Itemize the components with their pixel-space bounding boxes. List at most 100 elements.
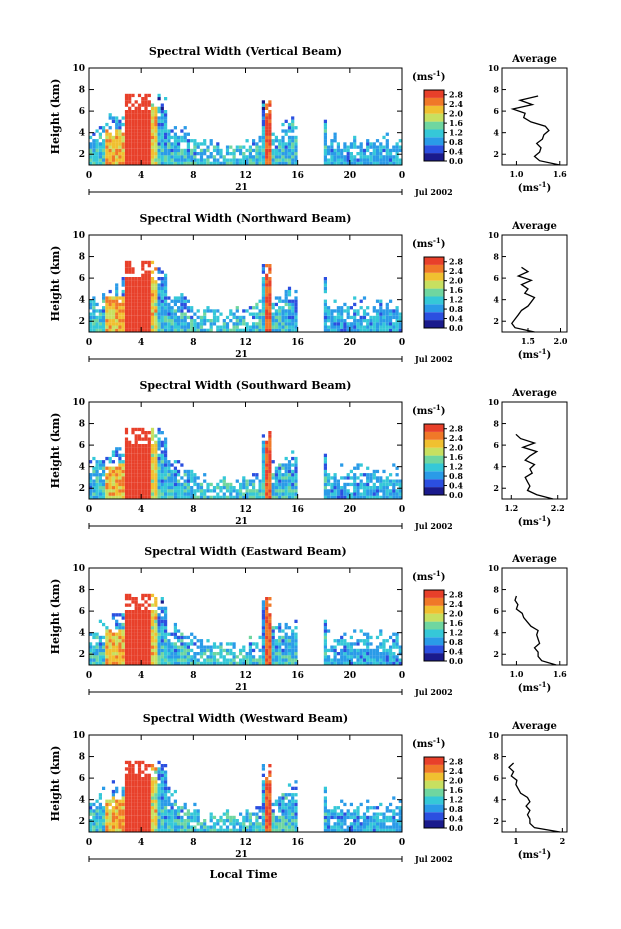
heatmap-cell xyxy=(134,126,138,130)
heatmap-cell xyxy=(229,486,233,490)
heatmap-cell xyxy=(115,119,119,123)
heatmap-cell xyxy=(160,789,164,794)
heatmap-cell xyxy=(157,110,161,114)
heatmap-cell xyxy=(121,296,125,300)
heatmap-cell xyxy=(232,315,236,320)
heatmap-cell xyxy=(118,812,122,816)
heatmap-cell xyxy=(173,626,177,630)
heatmap-cell xyxy=(131,328,135,332)
heatmap-cell xyxy=(137,616,142,620)
heatmap-cell xyxy=(137,466,142,470)
profile-x-tick-label: 2 xyxy=(560,836,566,846)
heatmap-cell xyxy=(366,486,370,490)
heatmap-cell xyxy=(340,315,344,320)
heatmap-cell xyxy=(89,152,93,156)
heatmap-cell xyxy=(111,450,115,454)
heatmap-cell xyxy=(252,322,256,326)
heatmap-cell xyxy=(144,606,148,610)
heatmap-cell xyxy=(225,815,230,820)
heatmap-cell xyxy=(147,796,151,800)
heatmap-cell xyxy=(242,661,246,665)
heatmap-cell xyxy=(170,793,174,797)
heatmap-cell xyxy=(183,495,187,499)
heatmap-cell xyxy=(144,773,148,777)
heatmap-cell xyxy=(212,489,217,493)
heatmap-cell xyxy=(121,635,125,640)
heatmap-cell xyxy=(222,482,226,487)
heatmap-cell xyxy=(144,293,148,297)
heatmap-cell xyxy=(160,764,164,768)
heatmap-cell xyxy=(193,473,197,477)
heatmap-cell xyxy=(118,139,122,143)
heatmap-cell xyxy=(222,655,226,659)
heatmap-cell xyxy=(271,639,275,643)
heatmap-cell xyxy=(212,322,217,326)
colorbar-swatch xyxy=(424,796,444,805)
heatmap-cell xyxy=(261,603,265,607)
heatmap-cell xyxy=(173,148,177,153)
heatmap-cell xyxy=(392,825,396,829)
heatmap-cell xyxy=(121,453,125,457)
heatmap-cell xyxy=(343,648,347,653)
heatmap-cell xyxy=(382,828,386,832)
heatmap-cell xyxy=(137,815,142,820)
heatmap-cell xyxy=(287,152,292,156)
heatmap-cell xyxy=(141,486,145,490)
heatmap-cell xyxy=(131,309,135,313)
heatmap-cell xyxy=(128,809,132,813)
heatmap-cell xyxy=(349,158,353,162)
heatmap-cell xyxy=(291,463,295,467)
heatmap-cell xyxy=(271,489,275,493)
heatmap-cell xyxy=(372,482,376,487)
heatmap-cell xyxy=(294,655,298,659)
heatmap-cell xyxy=(118,822,122,826)
heatmap-cell xyxy=(121,283,125,287)
heatmap-cell xyxy=(212,815,217,820)
heatmap-cell xyxy=(271,652,275,656)
heatmap-cell xyxy=(137,283,142,287)
heatmap-cell xyxy=(137,635,142,640)
colorbar-frame xyxy=(423,756,445,829)
heatmap-cell xyxy=(115,322,119,326)
heatmap-cell xyxy=(154,658,158,662)
heatmap-cell xyxy=(141,822,145,826)
heatmap-cell xyxy=(336,639,340,643)
heatmap-cell xyxy=(164,289,168,294)
heatmap-cell xyxy=(356,809,360,813)
heatmap-cell xyxy=(137,473,142,477)
heatmap-cell xyxy=(164,479,168,483)
heatmap-cell xyxy=(105,629,109,633)
heatmap-cell xyxy=(111,793,115,797)
heatmap-cell xyxy=(287,802,292,807)
heatmap-cell xyxy=(154,453,158,457)
heatmap-cell xyxy=(294,302,298,307)
heatmap-cell xyxy=(186,322,190,326)
heatmap-cell xyxy=(232,325,236,329)
heatmap-cell xyxy=(389,322,393,326)
heatmap-cell xyxy=(323,632,327,636)
profile-x-label-sup: -1 xyxy=(539,514,547,523)
heatmap-cell xyxy=(203,152,207,156)
heatmap-cell xyxy=(124,597,129,601)
heatmap-cell xyxy=(382,328,386,332)
heatmap-cell xyxy=(219,148,223,153)
heatmap-cell xyxy=(157,789,161,794)
heatmap-cell xyxy=(128,286,132,290)
heatmap-cell xyxy=(261,661,265,665)
heatmap-cell xyxy=(115,661,119,665)
heatmap-cell xyxy=(131,622,135,627)
heatmap-cell xyxy=(157,302,161,307)
heatmap-cell xyxy=(89,658,93,662)
heatmap-cell xyxy=(124,453,129,457)
x-tick-label: 12 xyxy=(239,171,252,181)
heatmap-cell xyxy=(398,312,402,316)
heatmap-cell xyxy=(287,319,292,323)
heatmap-cell xyxy=(284,489,288,493)
heatmap-cell xyxy=(121,796,125,800)
heatmap-cell xyxy=(265,444,269,448)
heatmap-cell xyxy=(222,822,226,826)
colorbar-unit: (ms-1) xyxy=(412,736,445,750)
heatmap-cell xyxy=(392,489,396,493)
heatmap-cell xyxy=(124,799,129,803)
heatmap-cell xyxy=(346,476,350,480)
